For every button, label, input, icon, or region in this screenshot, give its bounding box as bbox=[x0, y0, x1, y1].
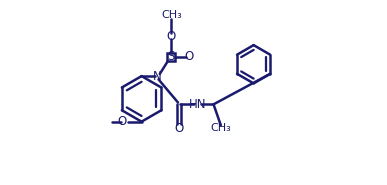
Text: CH₃: CH₃ bbox=[161, 10, 182, 20]
Text: O: O bbox=[185, 51, 194, 63]
Text: O: O bbox=[167, 30, 176, 43]
Text: N: N bbox=[153, 70, 161, 83]
Text: CH₃: CH₃ bbox=[211, 123, 231, 133]
Text: O: O bbox=[118, 115, 127, 128]
Text: O: O bbox=[174, 122, 183, 134]
Text: S: S bbox=[168, 51, 175, 63]
Text: HN: HN bbox=[188, 98, 206, 111]
Bar bbox=[167, 53, 175, 61]
